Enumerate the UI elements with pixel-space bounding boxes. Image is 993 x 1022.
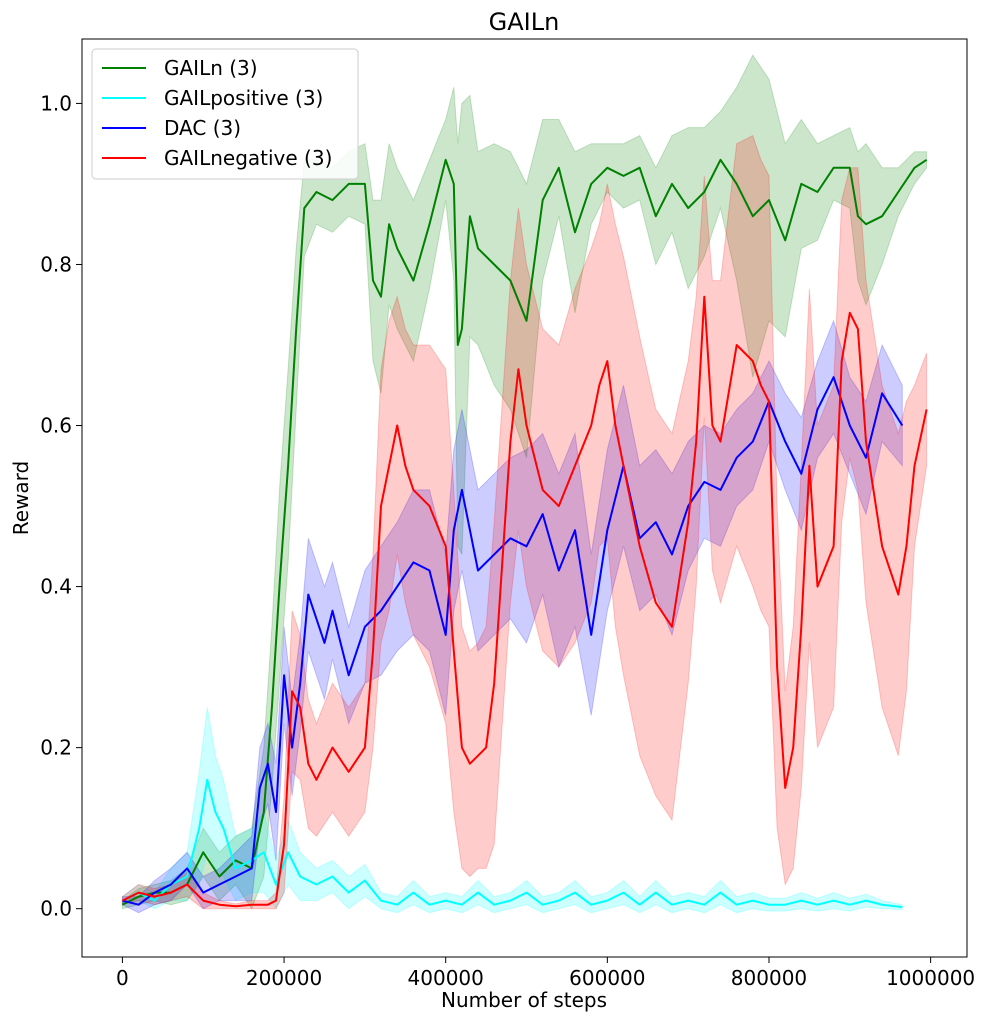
x-tick-label: 1000000 <box>886 966 975 990</box>
x-tick-label: 200000 <box>246 966 322 990</box>
y-tick-label: 0.4 <box>40 575 72 599</box>
x-tick-label: 400000 <box>408 966 484 990</box>
y-axis-label: Reward <box>9 461 33 535</box>
chart-title: GAILn <box>489 8 560 36</box>
x-axis-ticks: 0 200000 400000 600000 800000 1000000 <box>116 957 975 990</box>
y-tick-label: 0.2 <box>40 736 72 760</box>
x-tick-label: 800000 <box>731 966 807 990</box>
line-gailn-3 <box>121 158 928 906</box>
x-tick-label: 600000 <box>569 966 645 990</box>
band-gailn-3 <box>121 54 928 910</box>
band-gailpositive-3 <box>121 707 903 914</box>
x-tick-label: 0 <box>116 966 129 990</box>
band-dac-3 <box>121 319 903 914</box>
y-tick-label: 0.6 <box>40 414 72 438</box>
legend-box <box>91 48 359 180</box>
line-gailnegative-3 <box>121 295 928 908</box>
y-tick-label: 1.0 <box>40 91 72 115</box>
plot-frame <box>81 38 968 958</box>
y-axis-ticks: 0.0 0.2 0.4 0.6 0.8 1.0 <box>40 91 82 921</box>
confidence-bands <box>121 54 928 914</box>
legend-label-gailpositive-3: GAILpositive (3) <box>164 86 323 110</box>
legend-label-gailn-3: GAILn (3) <box>164 56 258 80</box>
y-tick-label: 0.0 <box>40 897 72 921</box>
legend-label-dac-3: DAC (3) <box>164 116 241 140</box>
legend: GAILn (3) GAILpositive (3) DAC (3) GAILnega… <box>91 48 359 180</box>
x-axis-label: Number of steps <box>441 988 607 1012</box>
line-gailpositive-3 <box>121 778 903 909</box>
series-lines <box>121 158 928 909</box>
legend-label-gailnegative-3: GAILnegative (3) <box>164 146 332 170</box>
y-tick-label: 0.8 <box>40 252 72 276</box>
band-gailnegative-3 <box>121 134 928 910</box>
line-dac-3 <box>122 376 904 906</box>
